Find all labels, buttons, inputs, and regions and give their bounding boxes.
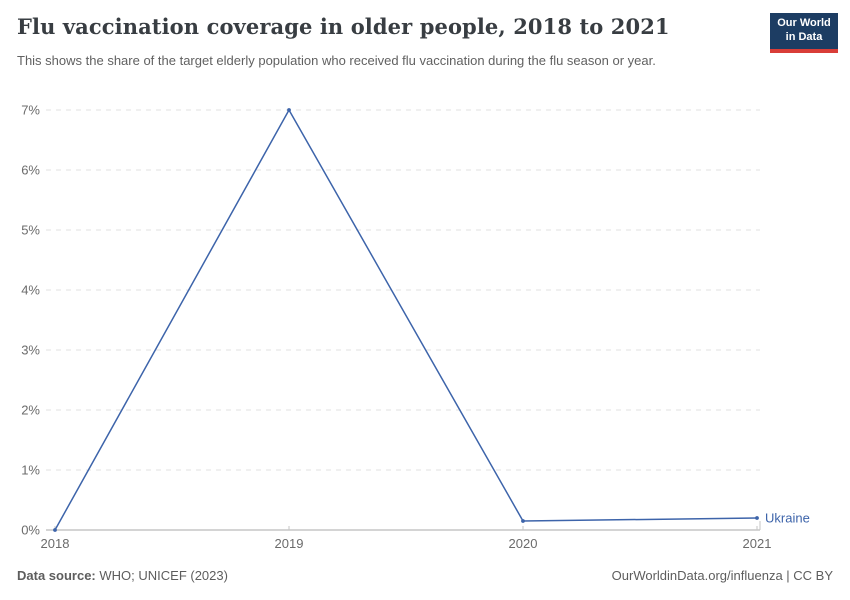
x-tick-label: 2021 — [743, 536, 772, 551]
line-chart-plot-area[interactable]: 0% 1% 2% 3% 4% 5% 6% 7% 2018 2019 2020 2021 Ukraine — [0, 95, 850, 560]
chart-subtitle: This shows the share of the target elder… — [17, 53, 656, 68]
x-tick-label: 2018 — [41, 536, 70, 551]
x-tick-label: 2019 — [275, 536, 304, 551]
x-tick-label: 2020 — [509, 536, 538, 551]
data-source: Data source: WHO; UNICEF (2023) — [17, 568, 228, 583]
data-source-label: Data source: — [17, 568, 96, 583]
data-point-marker[interactable] — [755, 516, 759, 520]
y-tick-label: 1% — [21, 463, 40, 478]
y-tick-label: 6% — [21, 163, 40, 178]
y-tick-label: 2% — [21, 403, 40, 418]
y-tick-label: 0% — [21, 523, 40, 538]
y-tick-label: 3% — [21, 343, 40, 358]
y-tick-label: 5% — [21, 223, 40, 238]
data-source-value: WHO; UNICEF (2023) — [99, 568, 228, 583]
data-point-marker[interactable] — [287, 108, 291, 112]
owid-logo-line1: Our World — [777, 17, 831, 30]
chart-title: Flu vaccination coverage in older people… — [17, 14, 670, 39]
data-point-marker[interactable] — [521, 519, 525, 523]
y-tick-label: 4% — [21, 283, 40, 298]
attribution-link[interactable]: OurWorldinData.org/influenza | CC BY — [611, 568, 833, 583]
data-line-ukraine[interactable] — [54, 108, 758, 531]
owid-logo-line2: in Data — [785, 31, 823, 43]
owid-logo[interactable]: Our World in Data — [770, 13, 838, 53]
series-label-ukraine[interactable]: Ukraine — [765, 511, 810, 526]
y-tick-label: 7% — [21, 103, 40, 118]
chart-footer: Data source: WHO; UNICEF (2023) OurWorld… — [17, 568, 833, 583]
data-point-marker[interactable] — [53, 528, 57, 532]
